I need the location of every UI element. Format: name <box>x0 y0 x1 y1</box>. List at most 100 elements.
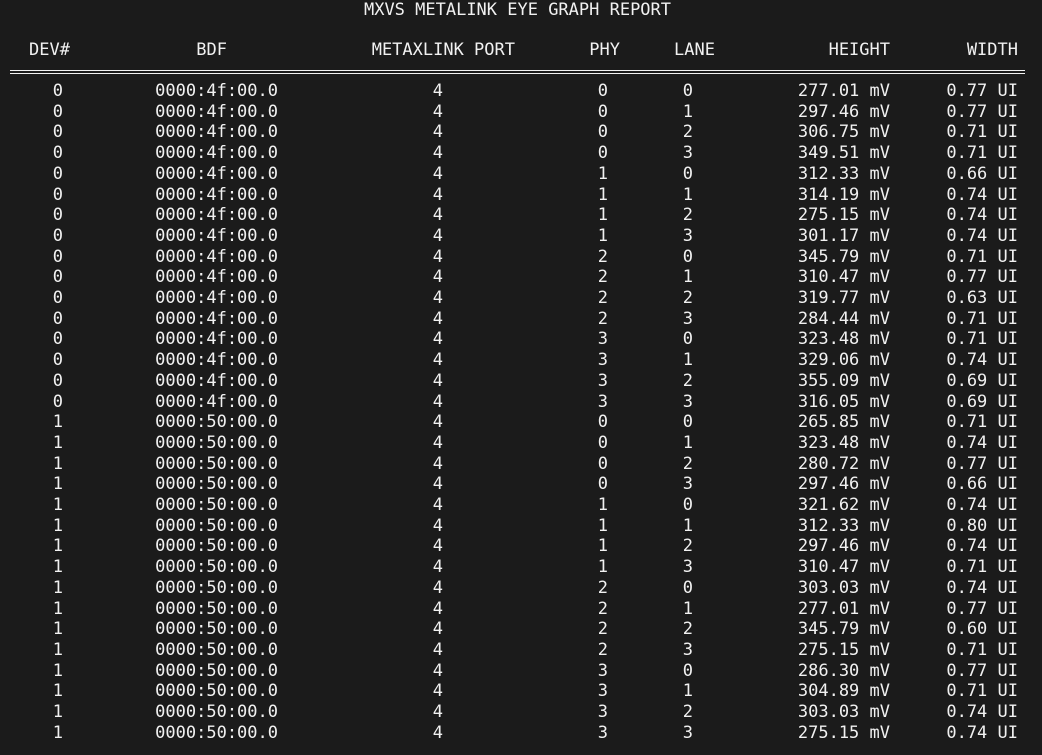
cell-phy: 3 <box>597 350 608 371</box>
cell-dev: 1 <box>52 702 63 723</box>
table-row: 0 0000:4f:00.0 4 1 2 275.15 mV 0.74 UI <box>10 205 1042 226</box>
table-row: 1 0000:50:00.0 4 2 0 303.03 mV 0.74 UI <box>10 578 1042 599</box>
cell-phy: 0 <box>597 412 608 433</box>
table-row: 0 0000:4f:00.0 4 3 1 329.06 mV 0.74 UI <box>10 350 1042 371</box>
cell-phy: 3 <box>597 681 608 702</box>
column-header-port: METAXLINK PORT <box>371 40 515 60</box>
cell-port: 4 <box>432 350 443 371</box>
column-header-phy: PHY <box>589 40 620 60</box>
cell-bdf: 0000:50:00.0 <box>155 660 278 681</box>
cell-height: 277.01 mV <box>797 81 890 101</box>
cell-height: 329.06 mV <box>797 350 890 371</box>
cell-bdf: 0000:4f:00.0 <box>155 267 278 288</box>
cell-bdf: 0000:4f:00.0 <box>155 184 278 205</box>
cell-port: 4 <box>432 122 443 143</box>
table-row: 1 0000:50:00.0 4 3 3 275.15 mV 0.74 UI <box>10 723 1042 744</box>
cell-height: 275.15 mV <box>797 639 890 660</box>
cell-bdf: 0000:50:00.0 <box>155 619 278 640</box>
cell-height: 277.01 mV <box>797 598 890 619</box>
cell-dev: 1 <box>52 681 63 702</box>
cell-phy: 2 <box>597 246 608 267</box>
cell-height: 297.46 mV <box>797 474 890 495</box>
cell-port: 4 <box>432 639 443 660</box>
cell-width: 0.71 UI <box>946 639 1018 660</box>
cell-dev: 0 <box>52 225 63 246</box>
cell-height: 355.09 mV <box>797 370 890 391</box>
cell-width: 0.71 UI <box>946 246 1018 267</box>
cell-dev: 0 <box>52 184 63 205</box>
cell-phy: 0 <box>597 122 608 143</box>
cell-phy: 3 <box>597 722 608 743</box>
cell-width: 0.74 UI <box>946 184 1018 205</box>
cell-bdf: 0000:4f:00.0 <box>155 205 278 226</box>
column-header-height: HEIGHT <box>828 40 890 60</box>
table-row: 1 0000:50:00.0 4 0 1 323.48 mV 0.74 UI <box>10 433 1042 454</box>
cell-dev: 0 <box>52 143 63 164</box>
cell-lane: 1 <box>682 101 693 122</box>
cell-port: 4 <box>432 681 443 702</box>
cell-lane: 0 <box>682 246 693 267</box>
cell-bdf: 0000:50:00.0 <box>155 495 278 516</box>
cell-bdf: 0000:50:00.0 <box>155 557 278 578</box>
cell-dev: 0 <box>52 370 63 391</box>
table-row: 0 0000:4f:00.0 4 0 3 349.51 mV 0.71 UI <box>10 143 1042 164</box>
column-header-bdf: BDF <box>196 40 227 60</box>
cell-phy: 1 <box>597 184 608 205</box>
cell-width: 0.77 UI <box>946 453 1018 474</box>
table-row: 0 0000:4f:00.0 4 3 2 355.09 mV 0.69 UI <box>10 371 1042 392</box>
cell-phy: 3 <box>597 660 608 681</box>
cell-height: 345.79 mV <box>797 246 890 267</box>
cell-height: 301.17 mV <box>797 225 890 246</box>
cell-dev: 0 <box>52 391 63 412</box>
cell-lane: 1 <box>682 598 693 619</box>
cell-lane: 2 <box>682 702 693 723</box>
cell-phy: 2 <box>597 577 608 598</box>
cell-port: 4 <box>432 391 443 412</box>
table-row: 0 0000:4f:00.0 4 1 3 301.17 mV 0.74 UI <box>10 226 1042 247</box>
table-row: 0 0000:4f:00.0 4 0 2 306.75 mV 0.71 UI <box>10 122 1042 143</box>
cell-width: 0.63 UI <box>946 288 1018 309</box>
cell-port: 4 <box>432 163 443 184</box>
table-row: 1 0000:50:00.0 4 0 0 265.85 mV 0.71 UI <box>10 412 1042 433</box>
cell-height: 310.47 mV <box>797 557 890 578</box>
table-row: 0 0000:4f:00.0 4 2 2 319.77 mV 0.63 UI <box>10 288 1042 309</box>
cell-width: 0.77 UI <box>946 81 1018 101</box>
cell-bdf: 0000:50:00.0 <box>155 577 278 598</box>
cell-dev: 0 <box>52 267 63 288</box>
table-row: 1 0000:50:00.0 4 1 1 312.33 mV 0.80 UI <box>10 516 1042 537</box>
cell-height: 310.47 mV <box>797 267 890 288</box>
cell-lane: 1 <box>682 184 693 205</box>
cell-port: 4 <box>432 702 443 723</box>
table-row: 0 0000:4f:00.0 4 1 0 312.33 mV 0.66 UI <box>10 164 1042 185</box>
cell-height: 303.03 mV <box>797 577 890 598</box>
cell-lane: 2 <box>682 370 693 391</box>
cell-lane: 3 <box>682 225 693 246</box>
table-row: 0 0000:4f:00.0 4 2 3 284.44 mV 0.71 UI <box>10 309 1042 330</box>
cell-phy: 1 <box>597 163 608 184</box>
cell-phy: 2 <box>597 639 608 660</box>
cell-height: 275.15 mV <box>797 722 890 743</box>
cell-lane: 0 <box>682 660 693 681</box>
cell-phy: 2 <box>597 619 608 640</box>
cell-phy: 1 <box>597 225 608 246</box>
table-row: 0 0000:4f:00.0 4 3 0 323.48 mV 0.71 UI <box>10 329 1042 350</box>
cell-lane: 0 <box>682 81 693 101</box>
table-row: 0 0000:4f:00.0 4 3 3 316.05 mV 0.69 UI <box>10 392 1042 413</box>
cell-width: 0.71 UI <box>946 308 1018 329</box>
cell-height: 297.46 mV <box>797 101 890 122</box>
cell-height: 323.48 mV <box>797 329 890 350</box>
cell-lane: 3 <box>682 391 693 412</box>
cell-lane: 0 <box>682 329 693 350</box>
cell-port: 4 <box>432 660 443 681</box>
table-row: 0 0000:4f:00.0 4 0 1 297.46 mV 0.77 UI <box>10 102 1042 123</box>
table-row: 0 0000:4f:00.0 4 2 1 310.47 mV 0.77 UI <box>10 267 1042 288</box>
cell-lane: 1 <box>682 267 693 288</box>
cell-width: 0.74 UI <box>946 350 1018 371</box>
cell-lane: 0 <box>682 412 693 433</box>
cell-width: 0.69 UI <box>946 370 1018 391</box>
cell-width: 0.71 UI <box>946 122 1018 143</box>
cell-port: 4 <box>432 474 443 495</box>
cell-width: 0.74 UI <box>946 702 1018 723</box>
cell-bdf: 0000:4f:00.0 <box>155 101 278 122</box>
cell-height: 304.89 mV <box>797 681 890 702</box>
